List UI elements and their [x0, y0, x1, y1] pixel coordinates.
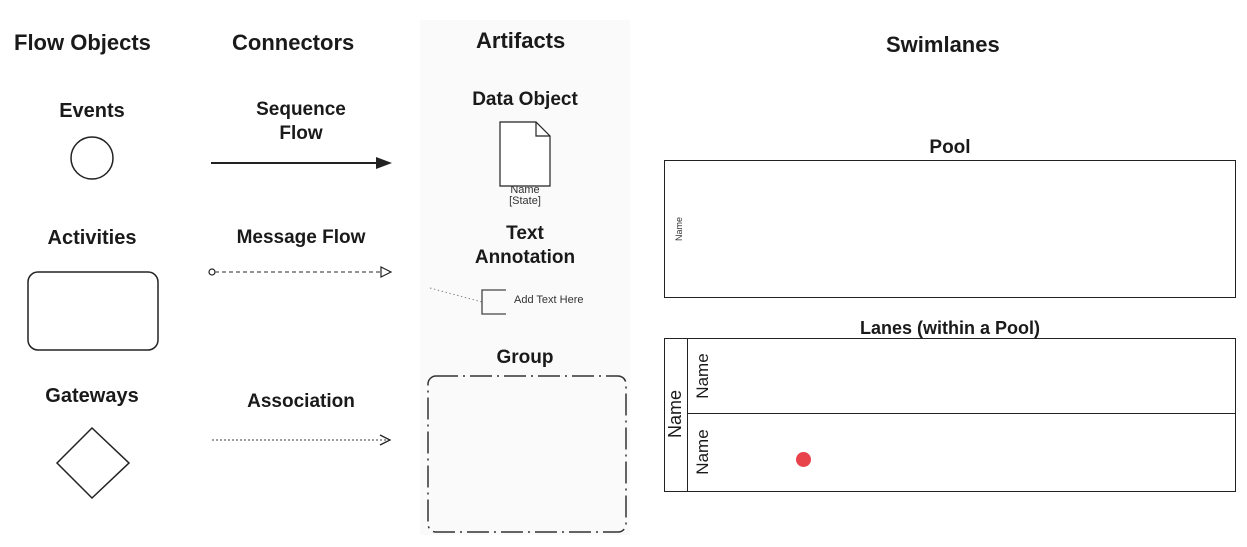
pool-title: Pool — [929, 137, 971, 158]
connectors-header: Connectors — [232, 30, 355, 55]
flow-objects-header: Flow Objects — [14, 30, 151, 55]
message-flow-arrow-icon — [208, 266, 393, 278]
lanes-title: Lanes (within a Pool) — [859, 318, 1040, 338]
message-flow-label: Message Flow — [236, 227, 366, 248]
gateways-label: Gateways — [45, 385, 139, 407]
sequence-flow-label-line1: Sequence — [256, 99, 346, 120]
pool-header-divider — [687, 338, 688, 492]
pool-name-label: Name — [674, 217, 684, 242]
group-dashed-box-icon — [427, 375, 627, 533]
association-arrow-icon — [212, 434, 392, 446]
lane-divider — [687, 413, 1236, 414]
text-annotation-label-line1: Text — [506, 223, 544, 244]
data-object-label: Data Object — [472, 89, 578, 110]
lanes-pool-box — [664, 338, 1236, 492]
sequence-flow-label-line2: Flow — [279, 123, 323, 144]
data-object-state: [State] — [509, 195, 541, 207]
lane1-label: Name — [693, 353, 712, 399]
data-object-name: Name — [510, 184, 540, 196]
data-object-caption: Name [State] — [490, 185, 560, 207]
text-annotation-content: Add Text Here — [514, 294, 584, 306]
artifacts-header: Artifacts — [476, 28, 566, 53]
lanes-pool-label: Name — [665, 390, 685, 439]
activity-rounded-rect-icon — [27, 271, 159, 351]
sequence-flow-arrow-icon — [211, 157, 392, 169]
gateway-diamond-icon — [55, 426, 131, 500]
pointer-dot-marker — [796, 452, 811, 467]
activities-label: Activities — [47, 227, 137, 249]
text-annotation-label-line2: Annotation — [474, 247, 576, 268]
pool-box — [664, 160, 1236, 298]
lane2-label: Name — [693, 429, 712, 475]
group-label: Group — [496, 347, 554, 368]
event-circle-icon — [70, 136, 114, 180]
data-object-document-icon — [499, 121, 551, 187]
sequence-flow-label: Sequence Flow — [226, 98, 376, 146]
text-annotation-label: Text Annotation — [450, 222, 600, 270]
events-label: Events — [59, 100, 125, 122]
text-annotation-bracket-icon — [429, 287, 506, 315]
association-label: Association — [247, 391, 355, 412]
swimlanes-header: Swimlanes — [886, 32, 1000, 57]
artifacts-panel — [420, 20, 630, 535]
